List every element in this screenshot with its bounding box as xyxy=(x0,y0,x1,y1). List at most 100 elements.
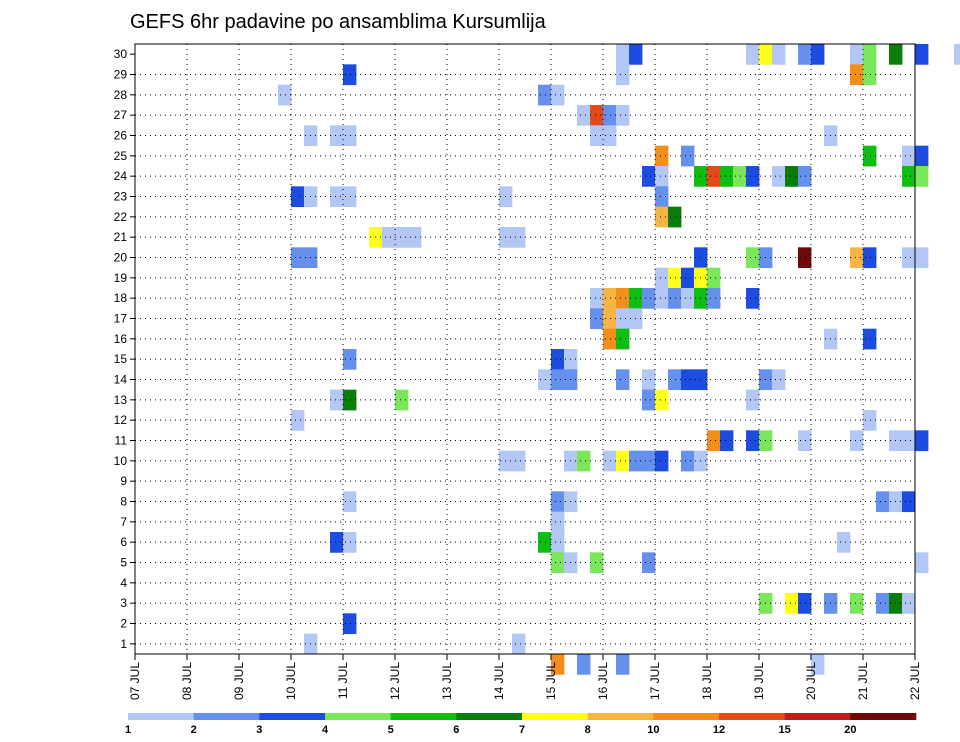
heatmap-cell xyxy=(720,430,734,452)
heatmap-cell xyxy=(733,166,747,187)
heatmap-cell xyxy=(902,430,916,452)
heatmap-cell xyxy=(746,430,760,452)
y-tick-label: 11 xyxy=(115,434,128,448)
grid-lines xyxy=(135,44,915,654)
heatmap-cell xyxy=(590,552,604,574)
heatmap-cell xyxy=(603,308,617,330)
heatmap-cell xyxy=(551,349,565,370)
y-tick-label: 25 xyxy=(114,149,128,163)
y-tick-label: 2 xyxy=(120,617,127,631)
heatmap-cell xyxy=(707,288,721,309)
heatmap-cell xyxy=(551,552,565,574)
heatmap-cell xyxy=(863,410,877,431)
heatmap-cell xyxy=(278,84,292,106)
y-tick-label: 8 xyxy=(120,495,127,509)
heatmap-cell xyxy=(655,450,669,472)
y-tick-label: 26 xyxy=(114,129,128,143)
heatmap-cell xyxy=(538,84,552,106)
heatmap-cell xyxy=(863,44,877,65)
heatmap-cell xyxy=(616,288,630,309)
heatmap-cell xyxy=(577,450,591,472)
heatmap-cell xyxy=(655,186,669,208)
heatmap-cell xyxy=(343,64,357,86)
heatmap-cell xyxy=(616,64,630,86)
heatmap-cell xyxy=(850,593,864,614)
x-tick-label: 09 JUL xyxy=(232,662,246,700)
colorbar-label: 15 xyxy=(779,724,791,736)
y-tick-label: 15 xyxy=(114,352,128,366)
colorbar-swatch xyxy=(587,713,654,720)
y-tick-label: 6 xyxy=(120,535,127,549)
heatmap-cell xyxy=(876,491,890,513)
heatmap-cell xyxy=(603,125,617,147)
y-tick-label: 28 xyxy=(114,88,128,102)
colorbar-swatch xyxy=(522,713,588,720)
colorbar-label: 7 xyxy=(519,724,525,736)
heatmap-cell xyxy=(681,288,695,309)
heatmap-cell xyxy=(811,654,825,675)
heatmap-cell xyxy=(746,288,760,309)
heatmap-cell xyxy=(746,247,760,269)
heatmap-cell xyxy=(551,369,565,391)
heatmap-cell xyxy=(603,105,617,126)
y-tick-label: 30 xyxy=(114,47,128,61)
heatmap-cell xyxy=(551,491,565,513)
colorbar-swatch xyxy=(128,713,194,720)
heatmap-cell xyxy=(889,44,903,65)
x-tick-label: 21 JUL xyxy=(856,662,870,700)
heatmap-cell xyxy=(876,593,890,614)
heatmap-cell xyxy=(408,227,422,248)
heatmap-cell xyxy=(343,613,357,635)
heatmap-cell xyxy=(343,491,357,513)
colorbar-label: 2 xyxy=(191,724,197,736)
colorbar-swatch xyxy=(390,713,457,720)
heatmap-cell xyxy=(590,288,604,309)
heatmap-cell xyxy=(785,593,799,614)
y-tick-label: 21 xyxy=(114,230,128,244)
y-axis: 1234567891011121314151617181920212223242… xyxy=(114,47,135,651)
y-tick-label: 29 xyxy=(114,68,128,82)
y-tick-label: 1 xyxy=(120,637,127,651)
heatmap-cell xyxy=(291,247,305,269)
heatmap-cell xyxy=(616,308,630,330)
heatmap-cell xyxy=(746,44,760,65)
heatmap-cell xyxy=(798,166,812,187)
heatmap-cell xyxy=(343,125,357,147)
heatmap-cell xyxy=(616,328,630,350)
heatmap-cell xyxy=(330,125,344,147)
heatmap-cell xyxy=(915,166,929,187)
colorbar-swatch xyxy=(456,713,523,720)
x-tick-label: 19 JUL xyxy=(752,662,766,700)
heatmap-cell xyxy=(915,430,929,452)
heatmap-cell xyxy=(616,44,630,65)
x-axis: 07 JUL 08 JUL 09 JUL 10 JUL 11 JUL 12 JUL 13 J… xyxy=(128,654,922,700)
heatmap-cell xyxy=(707,267,721,289)
heatmap-cell xyxy=(902,166,916,187)
heatmap-cell xyxy=(668,288,682,309)
heatmap-cell xyxy=(863,328,877,350)
heatmap-cell xyxy=(291,410,305,431)
heatmap-cell xyxy=(720,166,734,187)
heatmap-cell xyxy=(655,267,669,289)
heatmap-cell xyxy=(642,369,656,391)
colorbar-swatch xyxy=(784,713,851,720)
y-tick-label: 24 xyxy=(114,169,128,183)
heatmap-cell xyxy=(655,166,669,187)
y-tick-label: 19 xyxy=(114,271,128,285)
heatmap-cell xyxy=(798,247,812,269)
heatmap-cell xyxy=(538,532,552,553)
heatmap-cell xyxy=(395,389,409,411)
x-tick-label: 14 JUL xyxy=(492,662,506,700)
heatmap-cell xyxy=(863,64,877,86)
colorbar-legend: 1 2 3 4 5 6 7 8 10 12 15 20 xyxy=(125,713,917,736)
y-tick-label: 18 xyxy=(114,291,128,305)
y-tick-label: 9 xyxy=(120,474,127,488)
heatmap-cell xyxy=(681,145,695,167)
heatmap-cell xyxy=(668,369,682,391)
heatmap-cell xyxy=(655,145,669,167)
heatmap-cell xyxy=(616,654,630,675)
heatmap-cell xyxy=(902,145,916,167)
heatmap-cell xyxy=(343,186,357,208)
heatmap-cell xyxy=(343,532,357,553)
